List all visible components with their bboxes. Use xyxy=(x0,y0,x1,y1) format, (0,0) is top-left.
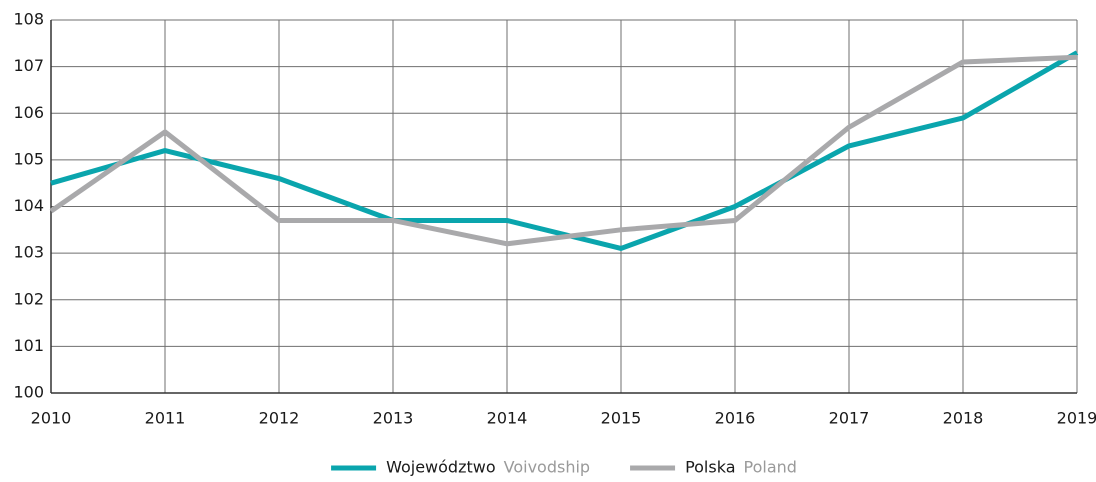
y-tick-label: 105 xyxy=(13,149,44,168)
y-tick-label: 103 xyxy=(13,243,44,262)
y-tick-label: 102 xyxy=(13,289,44,308)
y-tick-label: 106 xyxy=(13,103,44,122)
x-tick-label: 2012 xyxy=(259,409,300,428)
x-tick-label: 2016 xyxy=(715,409,756,428)
x-tick-label: 2013 xyxy=(373,409,414,428)
legend-label: Voivodship xyxy=(504,458,590,477)
x-tick-label: 2019 xyxy=(1057,409,1096,428)
legend-label: Polska xyxy=(685,458,735,477)
x-tick-label: 2010 xyxy=(31,409,72,428)
legend-label: Województwo xyxy=(386,458,496,477)
y-tick-label: 100 xyxy=(13,383,44,402)
series-line xyxy=(49,54,1078,247)
x-tick-label: 2017 xyxy=(829,409,870,428)
x-tick-label: 2018 xyxy=(943,409,984,428)
y-tick-label: 104 xyxy=(13,196,44,215)
y-tick-label: 107 xyxy=(13,56,44,75)
x-tick-label: 2015 xyxy=(601,409,642,428)
y-tick-label: 108 xyxy=(13,10,44,29)
legend-label: Poland xyxy=(744,458,797,477)
x-tick-label: 2011 xyxy=(145,409,186,428)
y-tick-label: 101 xyxy=(13,336,44,355)
x-tick-label: 2014 xyxy=(487,409,528,428)
